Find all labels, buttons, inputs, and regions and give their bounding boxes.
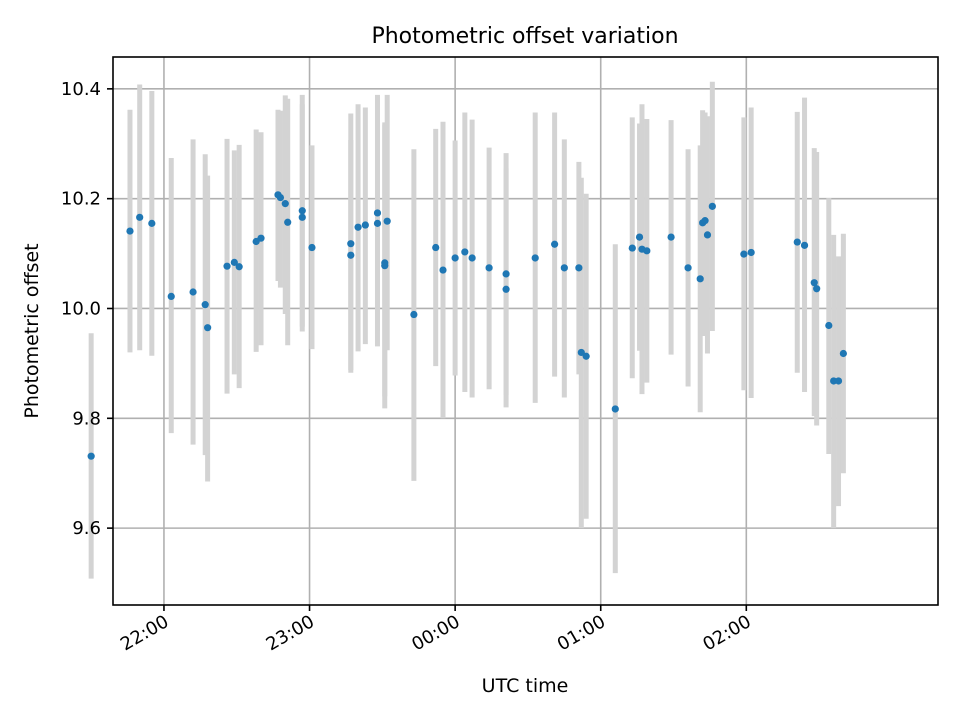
- data-points: [87, 191, 847, 460]
- data-point: [361, 221, 369, 229]
- data-point: [628, 244, 636, 252]
- data-point: [136, 213, 144, 221]
- data-point: [383, 217, 391, 225]
- error-bars: [88, 81, 846, 579]
- y-tick-label: 10.4: [61, 79, 101, 100]
- data-point: [167, 292, 175, 301]
- data-point: [354, 223, 362, 231]
- data-point: [204, 324, 212, 332]
- data-point: [551, 240, 559, 248]
- y-tick-label: 9.6: [72, 518, 101, 539]
- data-point: [87, 452, 95, 460]
- data-point: [373, 219, 382, 227]
- data-point: [643, 247, 651, 255]
- data-point: [531, 254, 539, 262]
- data-point: [667, 233, 675, 241]
- data-point: [502, 270, 510, 278]
- data-point: [410, 310, 418, 319]
- data-point: [189, 288, 197, 296]
- data-point: [560, 264, 568, 272]
- data-point: [461, 248, 469, 256]
- data-point: [201, 301, 209, 309]
- data-point: [611, 405, 619, 413]
- data-point: [577, 348, 585, 357]
- y-tick-label: 9.8: [72, 408, 101, 429]
- data-point: [701, 217, 709, 225]
- data-point: [347, 240, 355, 248]
- data-point: [284, 218, 292, 226]
- data-point: [696, 275, 704, 283]
- y-axis-label: Photometric offset: [21, 243, 43, 418]
- x-tick-label: 22:00: [117, 611, 172, 655]
- data-point: [684, 264, 692, 272]
- x-tick-label: 02:00: [699, 611, 754, 655]
- x-tick-label: 23:00: [263, 611, 318, 655]
- data-point: [451, 254, 459, 262]
- data-point: [834, 377, 843, 385]
- data-point: [381, 262, 389, 270]
- data-point: [708, 202, 716, 210]
- data-point: [825, 321, 833, 330]
- data-point: [468, 254, 476, 262]
- data-point: [126, 227, 134, 235]
- grid-lines: [113, 57, 938, 605]
- data-point: [800, 241, 809, 249]
- y-tick-label: 10.2: [61, 189, 101, 210]
- data-point: [373, 209, 382, 217]
- data-point: [298, 213, 306, 221]
- y-tick-label: 10.0: [61, 298, 101, 319]
- x-tick-label: 01:00: [554, 611, 609, 655]
- data-point: [793, 238, 801, 246]
- plot-frame: [112, 56, 939, 606]
- data-point: [308, 243, 316, 252]
- data-point: [230, 258, 238, 266]
- data-point: [235, 263, 243, 271]
- data-point: [810, 279, 818, 287]
- data-point: [502, 285, 510, 293]
- x-tick-label: 00:00: [408, 611, 463, 655]
- data-point: [432, 243, 440, 252]
- data-point: [347, 251, 355, 259]
- data-point: [839, 349, 847, 358]
- data-point: [635, 233, 644, 241]
- x-axis-label: UTC time: [482, 675, 569, 697]
- data-point: [257, 234, 265, 242]
- data-point: [298, 207, 306, 215]
- data-point: [276, 193, 285, 202]
- data-point: [582, 352, 590, 360]
- data-point: [740, 250, 748, 258]
- data-point: [485, 264, 493, 272]
- data-point: [223, 262, 231, 270]
- data-point: [703, 231, 712, 239]
- data-point: [148, 219, 156, 227]
- data-point: [281, 200, 289, 208]
- data-point: [813, 285, 821, 293]
- axis-ticks: 9.6 9.8 10.0 10.2 10.4 22:00 23:00 00:00 01:00 02…: [61, 79, 755, 655]
- data-point: [439, 266, 447, 274]
- chart-title: Photometric offset variation: [371, 24, 678, 49]
- data-point: [575, 264, 583, 272]
- data-point: [747, 248, 755, 257]
